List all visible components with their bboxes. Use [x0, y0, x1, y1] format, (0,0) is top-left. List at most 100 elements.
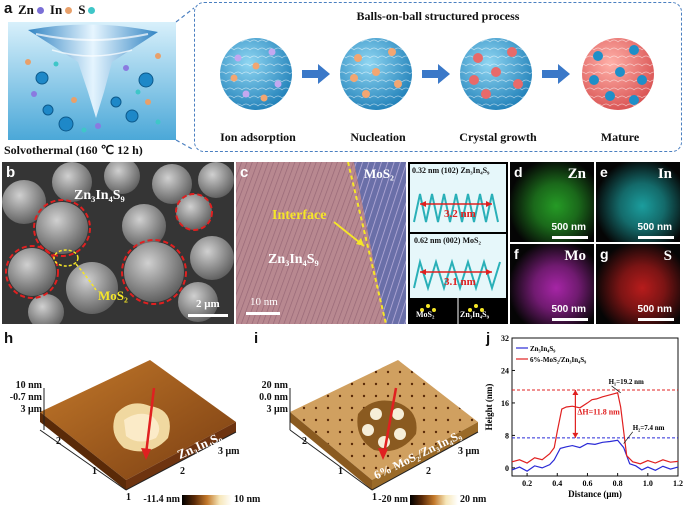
panel-h-afm: h 10 nm -0.7 nm 3 μm 2 1 1 2 3 μm Zn₃In₄…	[0, 330, 260, 510]
scale-label: 500 nm	[551, 304, 586, 315]
panel-b-sem: b Zn₃In₄S₉ MoS₂ 2 μm	[2, 162, 234, 324]
label-interface: Interface	[272, 208, 327, 223]
y-top: 3 μm	[20, 404, 43, 415]
fft-label: MoS₂	[416, 310, 435, 319]
stage-ball-2	[340, 38, 412, 110]
afm-surface	[39, 360, 237, 491]
z-top: 20 nm	[261, 380, 288, 391]
tick-bottom: 3 μm	[218, 446, 240, 457]
stage-ball-1	[220, 38, 292, 110]
panel-c-tem: c MoS₂ Interface Zn₃In₄S₉ 10 nm	[236, 162, 406, 324]
tick-left: 2	[302, 436, 307, 447]
legend-item: In	[49, 2, 73, 18]
panel-letter: d	[514, 164, 523, 180]
process-title: Balls-on-ball structured process	[356, 9, 520, 23]
inset-title: 0.32 nm (102) Zn₃In₄S₉	[412, 166, 490, 175]
scale-bar	[552, 318, 588, 321]
y-tick-label: 0	[505, 464, 509, 473]
profile-inset-mos2: 0.62 nm (002) MoS₂ 3.1 nm	[410, 234, 506, 298]
scale-bar	[638, 236, 674, 239]
element-symbol: S	[663, 248, 672, 264]
panel-c-insets: 0.32 nm (102) Zn₃In₄S₉ 3.2 nm 0.62 nm (0…	[408, 162, 508, 324]
tick-left: 2	[56, 436, 61, 447]
annot-dh: ΔH=11.8 nm	[577, 407, 620, 416]
connector-lines	[175, 7, 195, 151]
fft-patterns	[420, 298, 484, 324]
height-profile-chart: 0.2 0.4 0.6 0.8 1.0 1.2 0 8 16 24 32 Distance (μm) H…	[484, 334, 683, 499]
delta-arrowhead	[572, 432, 579, 438]
x-tick-label: 1.2	[673, 479, 683, 488]
y-tick-label: 24	[501, 366, 509, 375]
label-mos2: MoS₂	[364, 166, 394, 181]
element-symbol: In	[657, 166, 672, 182]
panel-i-afm: i 20 nm 0.0 nm 3 μm 2 1 1 2 3 μm 6% MoS₂…	[250, 330, 486, 510]
panel-j-chart: j 0.2 0.4 0.6 0.8 1.0 1.2 0 8 16 24 32 Distance (μm…	[482, 330, 685, 510]
legend-item: S	[78, 2, 96, 18]
sem-image	[2, 162, 234, 324]
x-tick-label: 0.6	[582, 479, 592, 488]
legend-label: 6%-MoS₂/Zn₃In₄S₉	[530, 356, 586, 364]
stage-ball-3	[460, 38, 532, 110]
inset-title: 0.62 nm (002) MoS₂	[414, 236, 481, 245]
scale-label: 500 nm	[551, 222, 586, 233]
tick-bottom: 2	[426, 466, 431, 477]
cbar-min: -20 nm	[378, 494, 408, 505]
inset-length: 3.2 nm	[444, 208, 476, 220]
z-top: 10 nm	[15, 380, 42, 391]
stage-label: Ion adsorption	[220, 130, 296, 144]
y-tick-label: 32	[501, 334, 509, 343]
x-tick-label: 0.4	[552, 479, 562, 488]
fft-label: Zn₃In₄S₉	[460, 310, 489, 319]
legend-label: S	[78, 2, 86, 17]
panel-letter: i	[254, 330, 259, 347]
growth-stages	[220, 38, 654, 110]
tick-bottom: 1	[126, 492, 131, 503]
stage-label: Mature	[600, 130, 640, 144]
element-symbol: Zn	[567, 166, 586, 182]
legend-dot	[65, 6, 73, 14]
panel-letter: f	[514, 246, 519, 262]
eds-map-s: g S 500 nm	[596, 244, 680, 324]
panel-letter: a	[4, 0, 13, 17]
panel-letter: e	[600, 164, 608, 180]
scale-label: 500 nm	[637, 222, 672, 233]
legend-label: In	[49, 2, 63, 17]
series-line-1	[511, 392, 679, 465]
solvothermal-illustration	[8, 22, 176, 140]
tick-left: 1	[92, 466, 97, 477]
stage-label: Nucleation	[350, 130, 406, 144]
delta-arrowhead	[572, 389, 579, 395]
x-tick-label: 1.0	[643, 479, 653, 488]
hrtem-image	[236, 162, 406, 324]
scale-bar	[246, 312, 280, 315]
panel-letter: j	[486, 330, 491, 347]
scale-bar	[552, 236, 588, 239]
panel-letter: c	[240, 164, 249, 181]
annot-leader	[611, 385, 621, 394]
scale-label: 2 μm	[196, 298, 220, 310]
cbar-max: 20 nm	[460, 494, 487, 505]
stage-label: Crystal growth	[459, 130, 537, 144]
legend-label: Zn	[18, 2, 34, 17]
tick-bottom: 3 μm	[458, 446, 480, 457]
ion-legend: Zn In S	[18, 2, 96, 18]
y-axis-label: Height (nm)	[484, 384, 494, 431]
plot-frame	[511, 337, 679, 477]
tick-bottom: 1	[372, 492, 377, 503]
y-top: 3 μm	[266, 404, 289, 415]
annot-h2: H₂=7.4 nm	[633, 424, 665, 432]
legend-label: Zn₃In₄S₉	[530, 345, 555, 353]
label-zis: Zn₃In₄S₉	[268, 252, 319, 267]
x-axis-label: Distance (μm)	[568, 489, 622, 499]
tick-bottom: 2	[180, 466, 185, 477]
process-box: Balls-on-ball structured process	[194, 2, 682, 152]
z-mid: -0.7 nm	[9, 392, 42, 403]
panel-letter: g	[600, 246, 609, 262]
y-tick-label: 8	[505, 431, 509, 440]
x-tick-label: 0.2	[522, 479, 532, 488]
colorbar	[182, 495, 232, 505]
panel-letter: h	[4, 330, 14, 347]
eds-map-in: e In 500 nm	[596, 162, 680, 242]
solvothermal-caption: Solvothermal (160 ℃ 12 h)	[4, 143, 143, 157]
element-signal	[596, 244, 680, 324]
